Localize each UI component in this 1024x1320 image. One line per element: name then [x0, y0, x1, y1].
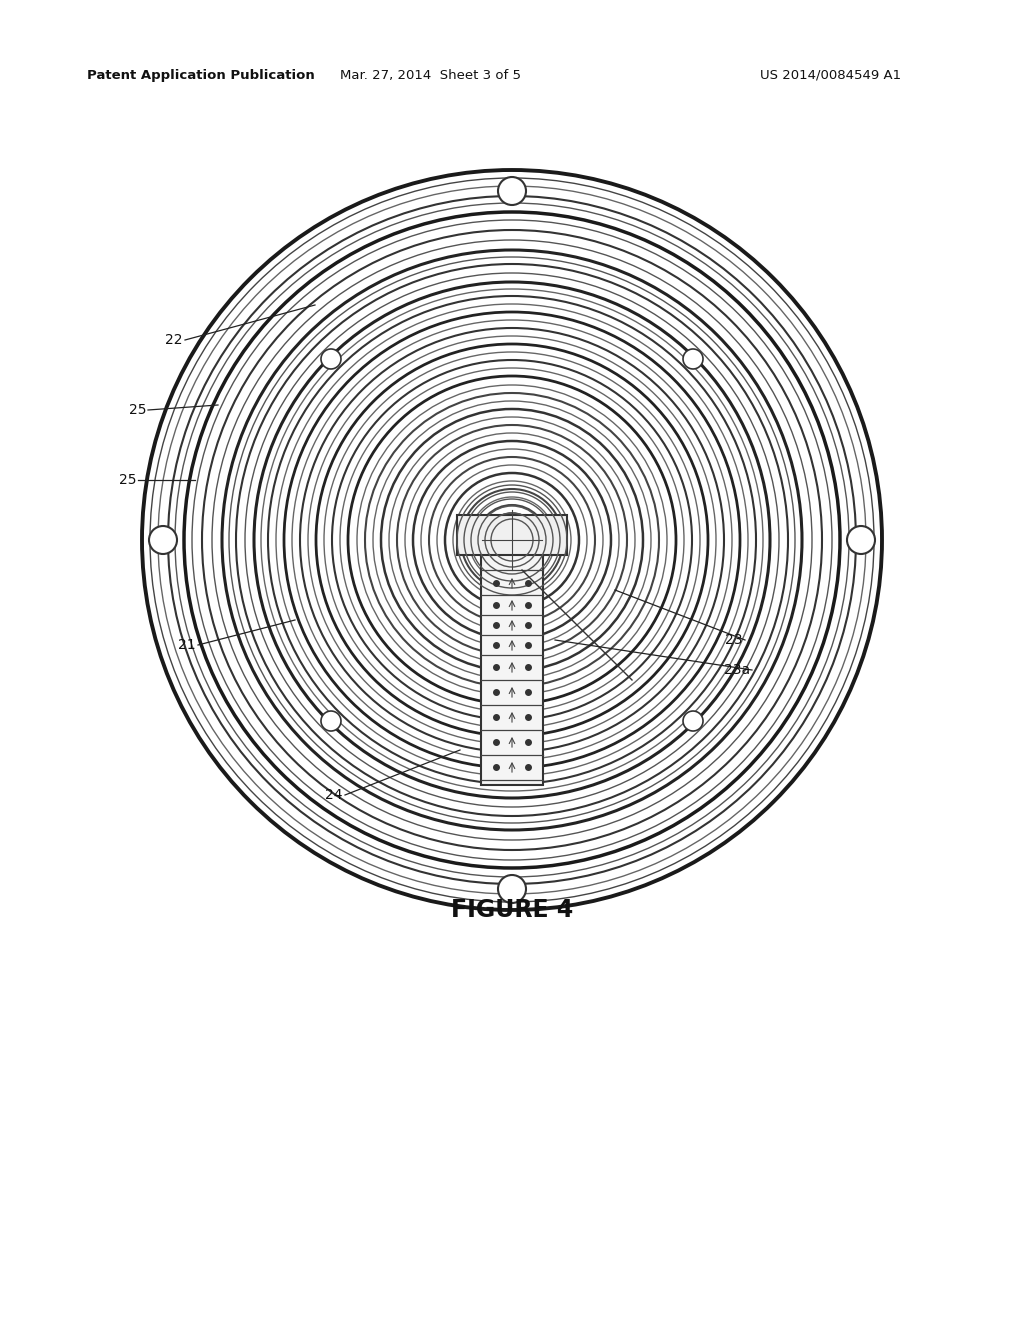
Circle shape	[498, 177, 526, 205]
Text: Mar. 27, 2014  Sheet 3 of 5: Mar. 27, 2014 Sheet 3 of 5	[340, 69, 520, 82]
Text: FIGURE 4: FIGURE 4	[451, 898, 573, 921]
Circle shape	[496, 524, 528, 556]
Bar	[481, 532, 543, 785]
Text: 22: 22	[166, 333, 183, 347]
Circle shape	[498, 875, 526, 903]
Text: 23a: 23a	[724, 663, 750, 677]
Circle shape	[683, 711, 703, 731]
Text: US 2014/0084549 A1: US 2014/0084549 A1	[760, 69, 901, 82]
Bar	[457, 515, 567, 554]
Circle shape	[321, 348, 341, 370]
Circle shape	[504, 532, 520, 548]
Circle shape	[321, 711, 341, 731]
Circle shape	[847, 525, 874, 554]
Text: 21: 21	[178, 638, 196, 652]
Text: 25: 25	[119, 473, 136, 487]
Circle shape	[683, 348, 703, 370]
Text: Patent Application Publication: Patent Application Publication	[87, 69, 314, 82]
Circle shape	[150, 525, 177, 554]
Text: 23: 23	[725, 634, 743, 647]
Text: 24: 24	[326, 788, 343, 803]
Text: 25: 25	[128, 403, 146, 417]
